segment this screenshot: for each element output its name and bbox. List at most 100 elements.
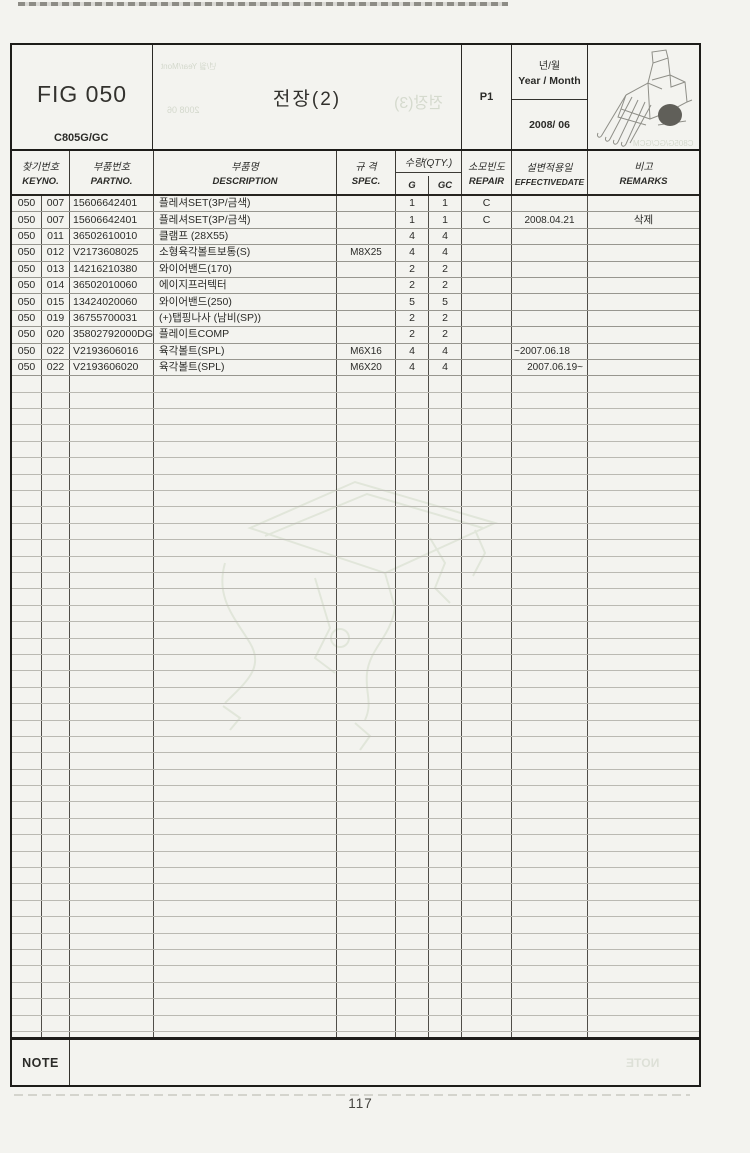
empty-row [12,638,699,655]
cell-g [396,982,429,999]
cell-gc: 4 [429,228,462,245]
cell-key2 [42,933,70,949]
cell-repair [462,671,512,687]
cell-gc [429,687,462,704]
cell-remarks [588,524,699,539]
cell-effective [512,720,588,736]
empty-row [12,900,699,918]
cell-repair [462,884,512,900]
cell-key1 [12,818,42,835]
cell-key1 [12,474,42,491]
cell-gc: 2 [429,261,462,277]
cell-spec [337,736,396,753]
cell-effective [512,491,588,507]
cell-g [396,999,429,1015]
cell-desc [154,654,337,671]
empty-row [12,622,699,639]
cell-remarks [588,786,699,801]
table-row: 050 011 36502610010 클램프 (28X55) 4 4 [12,228,699,246]
cell-g: 1 [396,196,429,212]
cell-g [396,1031,429,1037]
cell-desc [154,572,337,589]
cell-partno [70,425,154,441]
cell-gc [429,638,462,654]
cell-key2 [42,622,70,638]
cell-desc: 소형육각볼트보통(S) [154,245,337,261]
cell-gc [429,736,462,753]
cell-repair [462,392,512,409]
cell-desc: 와이어밴드(170) [154,261,337,277]
empty-row [12,736,699,754]
year-month-korean: 년/월 [538,61,561,72]
year-month-english: Year / Month [518,75,581,87]
cell-g [396,818,429,835]
cell-partno: 14216210380 [70,261,154,277]
cell-remarks [588,229,699,244]
cell-partno [70,441,154,458]
cell-partno [70,802,154,818]
table-row: 050 022 V2193606020 육각볼트(SPL) M6X20 4 4 2007.06… [12,359,699,377]
cell-g [396,376,429,392]
empty-row [12,769,699,787]
cell-partno: 15606642401 [70,212,154,228]
cell-repair [462,868,512,884]
cell-desc [154,671,337,687]
cell-key2 [42,556,70,572]
cell-spec [337,458,396,474]
cell-gc [429,917,462,933]
scan-artifact-line [14,1094,690,1096]
cell-partno: V2193606020 [70,359,154,376]
cell-key2 [42,409,70,425]
cell-g [396,540,429,556]
table-row: 050 007 15606642401 플레셔SET(3P/금색) 1 1 C 2008.04… [12,212,699,229]
cell-key1 [12,949,42,966]
cell-spec [337,802,396,818]
cell-key1 [12,966,42,982]
cell-key1 [12,654,42,671]
cell-spec [337,900,396,917]
cell-gc [429,491,462,507]
cell-partno: V2193606016 [70,343,154,359]
cell-g: 4 [396,343,429,359]
cell-key2 [42,1031,70,1037]
qty-label: 수량(QTY.) [396,151,461,173]
empty-row [12,671,699,688]
cell-spec [337,622,396,638]
page-code-cell: P1 [462,45,512,149]
cell-gc [429,556,462,572]
cell-desc [154,392,337,409]
cell-repair [462,687,512,704]
cell-spec [337,687,396,704]
cell-desc [154,523,337,540]
cell-g [396,933,429,949]
cell-key2 [42,671,70,687]
cell-key1 [12,1015,42,1031]
cell-desc [154,458,337,474]
cell-key1 [12,572,42,589]
bleed-date: 2008 06 [167,105,200,115]
cell-remarks [588,573,699,588]
cell-desc [154,786,337,802]
cell-gc [429,704,462,720]
cell-spec [337,769,396,786]
cell-gc [429,589,462,605]
cell-gc: 4 [429,343,462,359]
cell-remarks [588,999,699,1014]
repair-english: REPAIR [468,176,505,187]
cell-desc [154,835,337,851]
cell-repair [462,245,512,261]
cell-key1 [12,786,42,802]
cell-key2 [42,736,70,753]
cell-repair [462,982,512,999]
empty-row [12,654,699,672]
cell-repair [462,966,512,982]
cell-g [396,1015,429,1031]
table-row: 050 012 V2173608025 소형육각볼트보통(S) M8X25 4 4 [12,245,699,262]
cell-g: 2 [396,277,429,294]
cell-desc [154,949,337,966]
cell-remarks [588,770,699,785]
cell-repair [462,327,512,343]
cell-key2 [42,638,70,654]
cell-gc [429,376,462,392]
cell-effective [512,753,588,769]
